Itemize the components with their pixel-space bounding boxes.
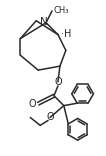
Text: O: O: [54, 77, 62, 87]
Text: O: O: [29, 99, 36, 109]
Text: O: O: [46, 112, 54, 122]
Text: CH₃: CH₃: [53, 6, 68, 15]
Text: ·H: ·H: [61, 29, 71, 39]
Text: N: N: [40, 17, 48, 27]
